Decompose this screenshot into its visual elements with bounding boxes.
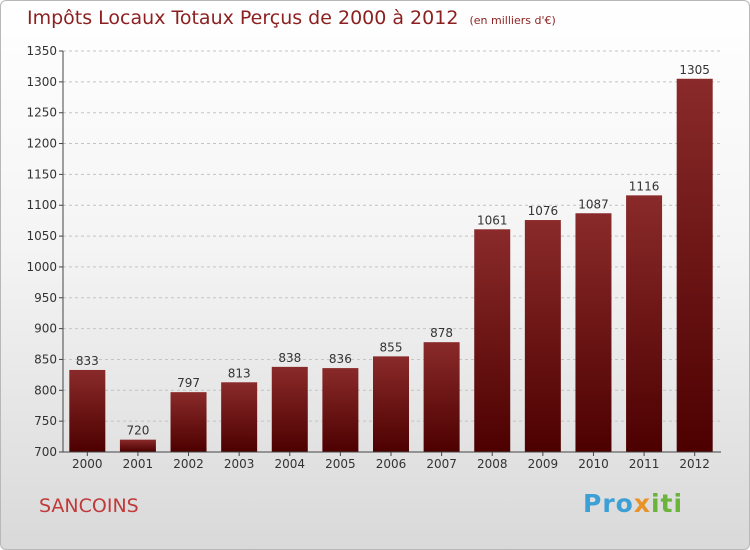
bar-value-label: 855 bbox=[380, 340, 403, 354]
x-tick-label: 2008 bbox=[477, 457, 508, 471]
y-tick-label: 1000 bbox=[26, 260, 57, 274]
x-tick-label: 2001 bbox=[123, 457, 154, 471]
y-tick-label: 950 bbox=[34, 291, 57, 305]
x-tick-label: 2010 bbox=[578, 457, 609, 471]
bar-value-label: 1061 bbox=[477, 213, 508, 227]
bar-2007 bbox=[423, 342, 460, 452]
bar-2000 bbox=[69, 369, 106, 452]
y-tick-label: 800 bbox=[34, 383, 57, 397]
y-tick-label: 1100 bbox=[26, 198, 57, 212]
y-tick-label: 850 bbox=[34, 352, 57, 366]
bar-2009 bbox=[524, 220, 561, 452]
chart-title: Impôts Locaux Totaux Perçus de 2000 à 20… bbox=[27, 7, 459, 29]
bar-2012 bbox=[676, 78, 713, 452]
bar-2006 bbox=[373, 356, 409, 452]
x-tick-label: 2009 bbox=[528, 457, 559, 471]
bar-2008 bbox=[474, 229, 511, 452]
bar-value-label: 720 bbox=[126, 424, 149, 438]
y-tick-label: 1200 bbox=[26, 137, 57, 151]
chart-title-block: Impôts Locaux Totaux Perçus de 2000 à 20… bbox=[27, 7, 556, 29]
bar-value-label: 1076 bbox=[528, 204, 559, 218]
logo-part-3: iti bbox=[650, 489, 684, 518]
bar-value-label: 836 bbox=[329, 352, 352, 366]
bar-2011 bbox=[626, 195, 663, 453]
bar-value-label: 878 bbox=[430, 326, 453, 340]
bar-value-label: 1116 bbox=[629, 179, 660, 193]
proxiti-logo: Proxiti bbox=[583, 489, 683, 518]
y-tick-label: 1350 bbox=[26, 44, 57, 58]
bar-value-label: 1305 bbox=[679, 63, 710, 77]
x-tick-label: 2011 bbox=[629, 457, 660, 471]
x-tick-label: 2007 bbox=[426, 457, 457, 471]
bar-value-label: 813 bbox=[228, 366, 251, 380]
chart-unit-note: (en milliers d'€) bbox=[469, 14, 556, 27]
y-tick-label: 900 bbox=[34, 322, 57, 336]
commune-name: SANCOINS bbox=[39, 495, 139, 517]
x-tick-label: 2004 bbox=[274, 457, 305, 471]
bar-value-label: 833 bbox=[76, 354, 99, 368]
bar-value-label: 797 bbox=[177, 376, 200, 390]
bar-2002 bbox=[170, 392, 207, 452]
y-tick-label: 750 bbox=[34, 414, 57, 428]
x-tick-label: 2000 bbox=[72, 457, 103, 471]
y-tick-label: 1150 bbox=[26, 167, 57, 181]
y-tick-label: 700 bbox=[34, 445, 57, 459]
bar-2003 bbox=[221, 382, 258, 452]
logo-part-1: Pro bbox=[583, 489, 634, 518]
y-tick-label: 1250 bbox=[26, 106, 57, 120]
y-tick-label: 1050 bbox=[26, 229, 57, 243]
x-tick-label: 2002 bbox=[173, 457, 204, 471]
bar-2005 bbox=[322, 368, 359, 452]
bar-2010 bbox=[575, 213, 612, 452]
y-tick-label: 1300 bbox=[26, 75, 57, 89]
x-tick-label: 2005 bbox=[325, 457, 356, 471]
logo-part-2: x bbox=[633, 489, 651, 518]
bar-value-label: 838 bbox=[278, 351, 301, 365]
bar-value-label: 1087 bbox=[578, 197, 609, 211]
x-tick-label: 2006 bbox=[376, 457, 407, 471]
bar-2004 bbox=[271, 366, 308, 452]
x-tick-label: 2012 bbox=[679, 457, 710, 471]
bar-2001 bbox=[119, 439, 156, 452]
x-tick-label: 2003 bbox=[224, 457, 255, 471]
